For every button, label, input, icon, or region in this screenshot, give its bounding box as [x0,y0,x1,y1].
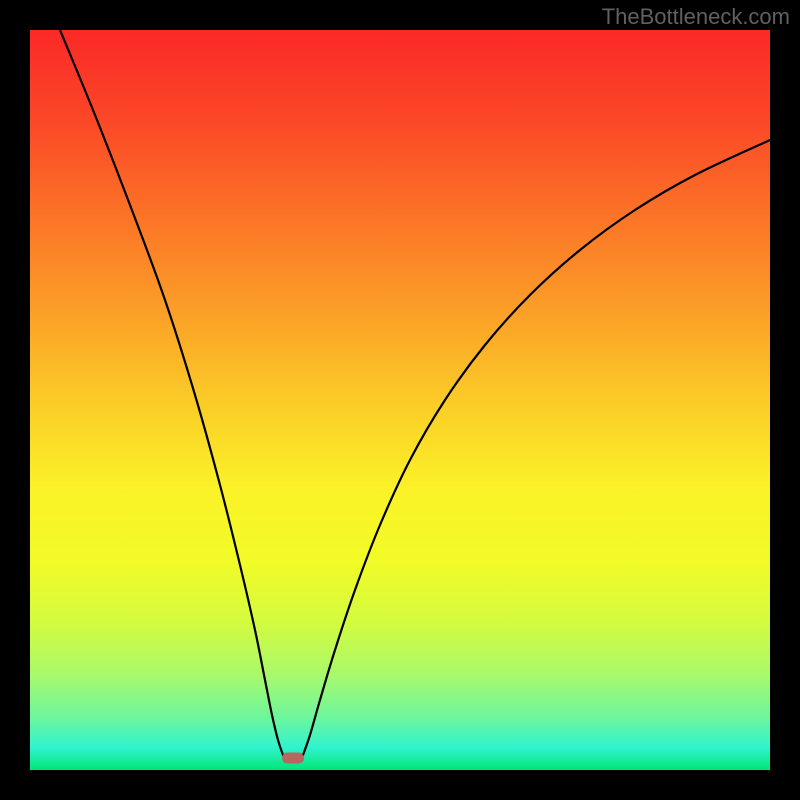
watermark-text: TheBottleneck.com [602,4,790,30]
chart-container: TheBottleneck.com [0,0,800,800]
optimal-point-marker [282,753,304,764]
gradient-background [30,30,770,770]
plot-area [30,30,770,770]
chart-svg [30,30,770,770]
